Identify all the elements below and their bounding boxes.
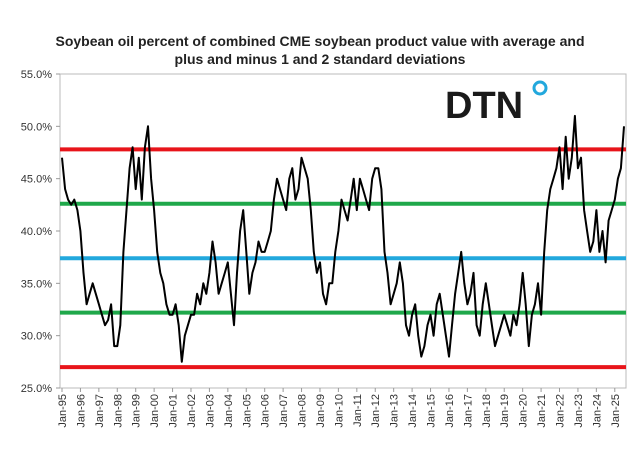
x-tick-label: Jan-21: [536, 394, 548, 428]
y-tick-label: 40.0%: [21, 226, 52, 238]
x-tick-label: Jan-11: [352, 394, 364, 427]
y-tick-label: 35.0%: [21, 278, 52, 290]
x-tick-label: Jan-12: [370, 394, 382, 428]
data-line: [61, 114, 625, 363]
x-tick-label: Jan-07: [278, 394, 290, 428]
y-tick-label: 55.0%: [21, 69, 52, 81]
x-tick-label: Jan-15: [426, 394, 438, 428]
x-tick-label: Jan-20: [518, 394, 530, 428]
x-tick-label: Jan-00: [149, 394, 161, 428]
x-tick-label: Jan-14: [407, 394, 419, 428]
chart-title: Soybean oil percent of combined CME soyb…: [55, 33, 585, 67]
logo: DTN: [445, 85, 523, 127]
x-tick-label: Jan-18: [481, 394, 493, 428]
x-tick-label: Jan-96: [75, 394, 87, 428]
x-tick-label: Jan-19: [499, 394, 511, 428]
x-tick-label: Jan-22: [555, 394, 567, 428]
y-tick-label: 30.0%: [21, 331, 52, 343]
x-tick-label: Jan-09: [315, 394, 327, 428]
x-tick-label: Jan-95: [57, 394, 69, 428]
x-tick-label: Jan-16: [444, 394, 456, 428]
x-tick-label: Jan-98: [112, 394, 124, 428]
x-tick-label: Jan-05: [241, 394, 253, 428]
x-tick-label: Jan-02: [186, 394, 198, 428]
plot-area: [59, 73, 627, 389]
x-tick-label: Jan-25: [610, 394, 622, 428]
y-tick-label: 25.0%: [21, 383, 52, 395]
x-tick-label: Jan-10: [333, 394, 345, 428]
x-tick-label: Jan-04: [223, 394, 235, 428]
x-tick-label: Jan-99: [131, 394, 143, 428]
y-tick-label: 50.0%: [21, 121, 52, 133]
x-tick-label: Jan-17: [462, 394, 474, 428]
logo-dot: [532, 80, 548, 96]
x-tick-label: Jan-23: [573, 394, 585, 428]
y-tick-label: 45.0%: [21, 174, 52, 186]
x-tick-label: Jan-01: [168, 394, 180, 428]
x-tick-label: Jan-03: [204, 394, 216, 428]
x-tick-label: Jan-08: [297, 394, 309, 428]
x-tick-label: Jan-13: [389, 394, 401, 428]
x-tick-label: Jan-24: [591, 394, 603, 428]
x-tick-label: Jan-97: [94, 394, 106, 428]
x-tick-label: Jan-06: [260, 394, 272, 428]
